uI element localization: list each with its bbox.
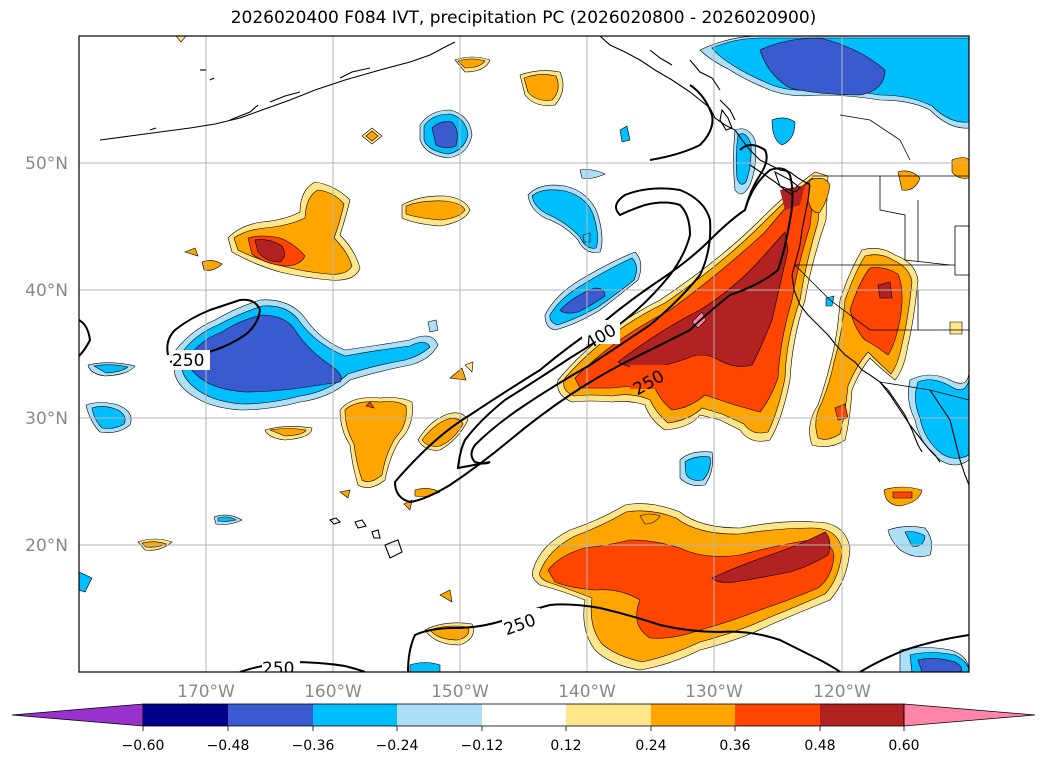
contour-label-bg xyxy=(630,365,668,389)
longitude-labels: 170°W 160°W 150°W 140°W 130°W 120°W xyxy=(177,682,871,702)
negative-anomaly-fills xyxy=(79,36,969,672)
latitude-labels: 20°N 30°N 40°N 50°N xyxy=(25,154,68,556)
lat-label-50n: 50°N xyxy=(25,154,68,174)
contour-label-bg xyxy=(502,608,540,632)
colorbar: −0.60 −0.48 −0.36 −0.24 −0.12 0.12 0.24 … xyxy=(11,703,1036,754)
colorbar-tick-label: −0.12 xyxy=(461,738,504,754)
colorbar-segment xyxy=(735,704,820,726)
colorbar-tick-label: 0.48 xyxy=(804,738,835,754)
lat-label-40n: 40°N xyxy=(25,281,68,301)
gridlines xyxy=(79,36,969,672)
lon-label-130w: 130°W xyxy=(685,682,743,702)
colorbar-tick-label: 0.60 xyxy=(888,738,919,754)
map-title: 2026020400 F084 IVT, precipitation PC (2… xyxy=(230,8,817,28)
colorbar-tick-label: −0.48 xyxy=(207,738,250,754)
colorbar-tick-label: −0.24 xyxy=(376,738,419,754)
colorbar-segment xyxy=(397,704,482,726)
lon-label-170w: 170°W xyxy=(177,682,235,702)
lat-label-20n: 20°N xyxy=(25,536,68,556)
contour-label-bg xyxy=(262,658,300,672)
lon-label-120w: 120°W xyxy=(813,682,871,702)
colorbar-segment xyxy=(566,704,651,726)
colorbar-tick-label: 0.36 xyxy=(719,738,750,754)
plot-frame xyxy=(78,35,970,673)
colorbar-tick-label: −0.36 xyxy=(292,738,335,754)
colorbar-segment xyxy=(482,704,566,726)
contour-label-bg xyxy=(582,320,620,344)
colorbar-segment xyxy=(820,704,904,726)
lat-label-30n: 30°N xyxy=(25,409,68,429)
lon-label-160w: 160°W xyxy=(304,682,362,702)
political-borders xyxy=(794,114,969,401)
colorbar-segment xyxy=(313,704,397,726)
contour-label-250-lower-left: 250 xyxy=(262,659,294,679)
colorbar-tick-label: 0.12 xyxy=(550,738,581,754)
lon-label-150w: 150°W xyxy=(431,682,489,702)
colorbar-segment xyxy=(228,704,313,726)
colorbar-tick-label: 0.24 xyxy=(635,738,666,754)
colorbar-extend-min xyxy=(11,703,144,727)
colorbar-segment xyxy=(651,704,735,726)
lon-label-140w: 140°W xyxy=(558,682,616,702)
colorbar-extend-max xyxy=(903,703,1036,727)
contour-label-bg xyxy=(172,350,210,370)
colorbar-frame xyxy=(142,703,905,727)
colorbar-segment xyxy=(143,704,228,726)
colorbar-tick-label: −0.60 xyxy=(122,738,165,754)
ivt-contours xyxy=(79,84,969,672)
contour-label-250-left: 250 xyxy=(172,351,204,371)
